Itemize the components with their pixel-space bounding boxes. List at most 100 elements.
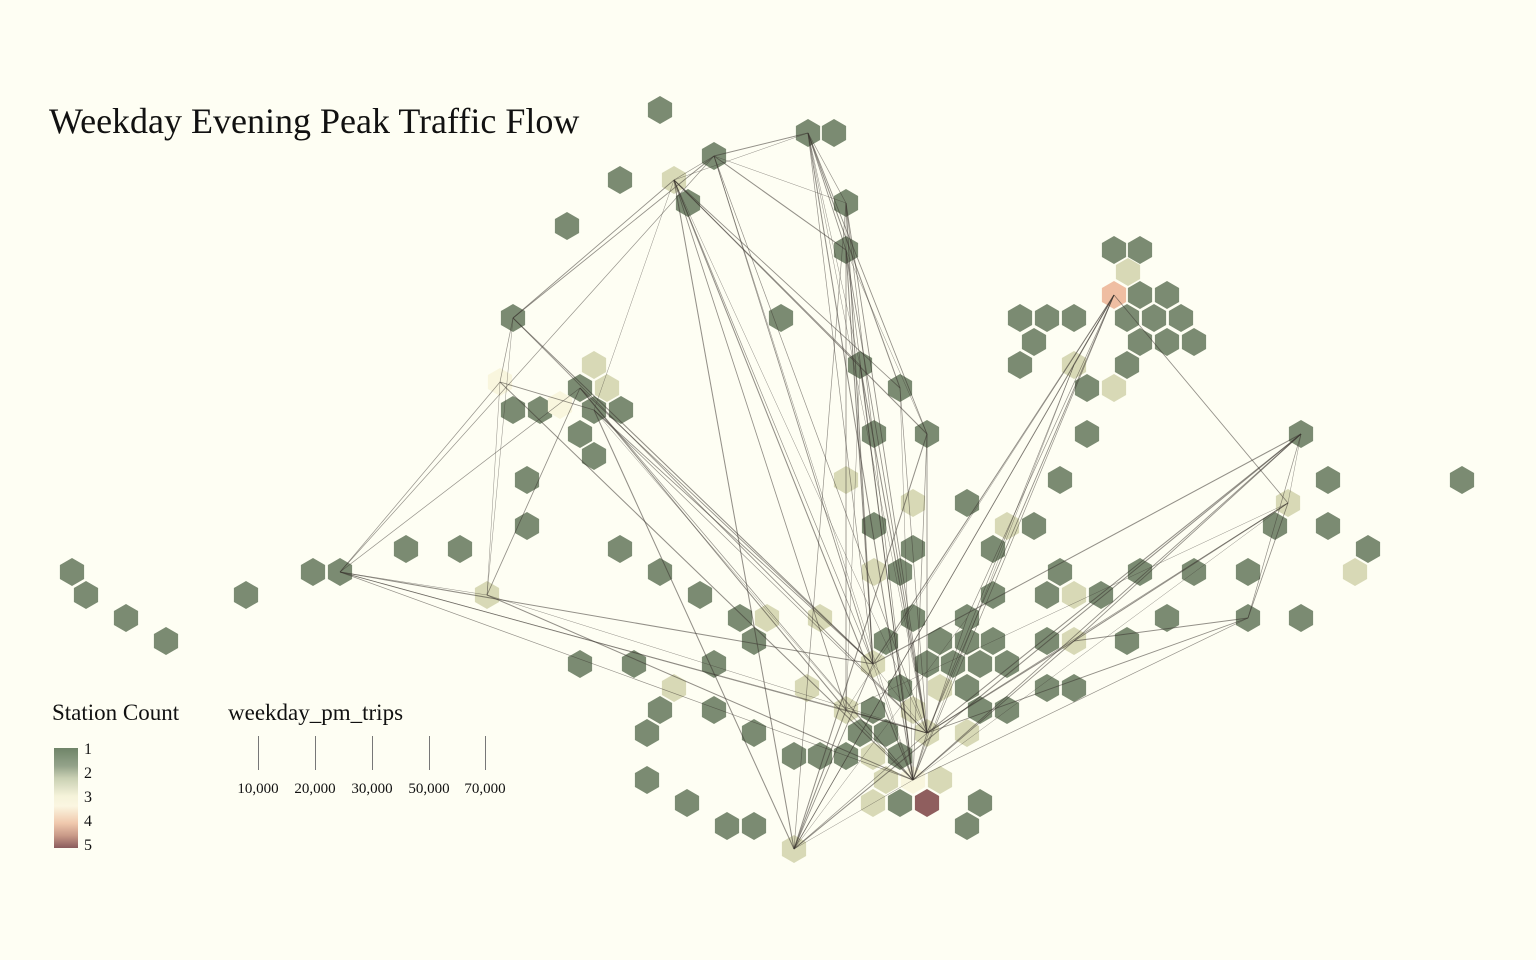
flow-line <box>593 409 914 781</box>
flow-line <box>579 387 874 665</box>
hex-cell <box>1181 328 1207 356</box>
flow-line <box>872 663 914 781</box>
flow-line <box>966 294 1115 619</box>
flow-line <box>859 364 928 734</box>
hex-cell <box>594 374 620 402</box>
hex-cell <box>1127 328 1153 356</box>
hex-cell <box>567 420 593 448</box>
flow-line <box>793 709 847 850</box>
hex-cell <box>1074 420 1100 448</box>
hex-cell <box>1235 558 1261 586</box>
hex-cell <box>1181 558 1207 586</box>
flow-legend-label: 50,000 <box>408 781 450 797</box>
hex-cell <box>1034 304 1060 332</box>
flow-line <box>339 387 581 573</box>
hex-cell <box>661 674 687 702</box>
hex-cell <box>634 719 660 747</box>
hex-cell <box>1288 604 1314 632</box>
hex-cell <box>967 650 993 678</box>
flow-line <box>912 617 968 781</box>
flow-line <box>593 409 874 665</box>
hex-cell <box>393 535 419 563</box>
flow-line <box>673 179 928 734</box>
hex-cell <box>621 650 647 678</box>
flow-legend-line <box>258 736 259 770</box>
hex-cell <box>1047 466 1073 494</box>
flow-line <box>1287 433 1302 504</box>
flow-line <box>593 409 928 734</box>
flow-line <box>339 381 501 573</box>
flow-line <box>807 132 928 734</box>
flow-line <box>872 663 928 734</box>
flow-line <box>673 132 809 181</box>
hex-cell <box>860 696 886 724</box>
flow-line <box>845 249 928 734</box>
flow-line <box>339 571 874 665</box>
flow-line <box>673 155 715 181</box>
hex-cell <box>447 535 473 563</box>
flow-legend-label: 10,000 <box>237 781 279 797</box>
hex-cell <box>687 581 713 609</box>
flow-line <box>807 132 874 665</box>
hex-cell <box>1007 351 1033 379</box>
hex-cell <box>233 581 259 609</box>
flow-line <box>673 179 861 366</box>
flow-line <box>912 433 1302 781</box>
flow-line <box>512 317 874 665</box>
flow-line <box>926 294 1115 734</box>
hex-cell <box>1101 374 1127 402</box>
flow-line <box>486 317 514 596</box>
flow-line <box>807 132 928 435</box>
flow-line <box>807 132 847 251</box>
flow-line <box>912 294 1115 781</box>
hex-cell <box>847 719 873 747</box>
flow-line <box>912 640 1075 781</box>
hex-cell <box>647 96 673 124</box>
flow-legend-label: 20,000 <box>294 781 336 797</box>
hex-cell <box>1127 281 1153 309</box>
hex-cell <box>927 627 953 655</box>
hex-cell <box>675 189 701 217</box>
hex-cell <box>741 719 767 747</box>
flow-line <box>512 317 928 734</box>
hex-cell <box>1154 281 1180 309</box>
flow-line <box>793 433 1302 850</box>
flow-legend-line <box>429 736 430 770</box>
hex-cell <box>967 789 993 817</box>
flow-legend-title: weekday_pm_trips <box>228 700 404 725</box>
hex-cell <box>607 166 633 194</box>
flow-line <box>486 381 501 596</box>
flow-line <box>926 364 1075 734</box>
flow-line <box>845 364 861 711</box>
flow-line <box>486 594 914 781</box>
hex-cell <box>514 466 540 494</box>
station-count-tick: 4 <box>84 813 92 830</box>
flow-line <box>845 202 928 734</box>
flow-line <box>912 617 1249 781</box>
hex-cell <box>914 789 940 817</box>
flow-line <box>899 387 928 734</box>
station-count-tick: 3 <box>84 789 92 806</box>
flow-line <box>339 155 715 573</box>
flow-line <box>673 179 847 711</box>
flow-line <box>1247 433 1302 619</box>
hex-cell <box>1262 512 1288 540</box>
flow-line <box>912 364 1075 781</box>
hex-cell <box>581 442 607 470</box>
flow-line <box>713 155 928 734</box>
hex-cell <box>1061 674 1087 702</box>
flow-line <box>845 709 928 734</box>
flow-line <box>713 155 847 251</box>
hex-cell <box>1034 627 1060 655</box>
flow-line <box>793 617 968 850</box>
flow-line <box>926 433 1302 734</box>
flow-legend-line <box>315 736 316 770</box>
hex-cell <box>607 535 633 563</box>
hex-cell <box>634 766 660 794</box>
station-count-tick: 1 <box>84 741 92 758</box>
hex-cell <box>1342 558 1368 586</box>
flow-line <box>793 433 928 850</box>
flow-line <box>845 294 1115 711</box>
flow-line <box>807 132 847 204</box>
